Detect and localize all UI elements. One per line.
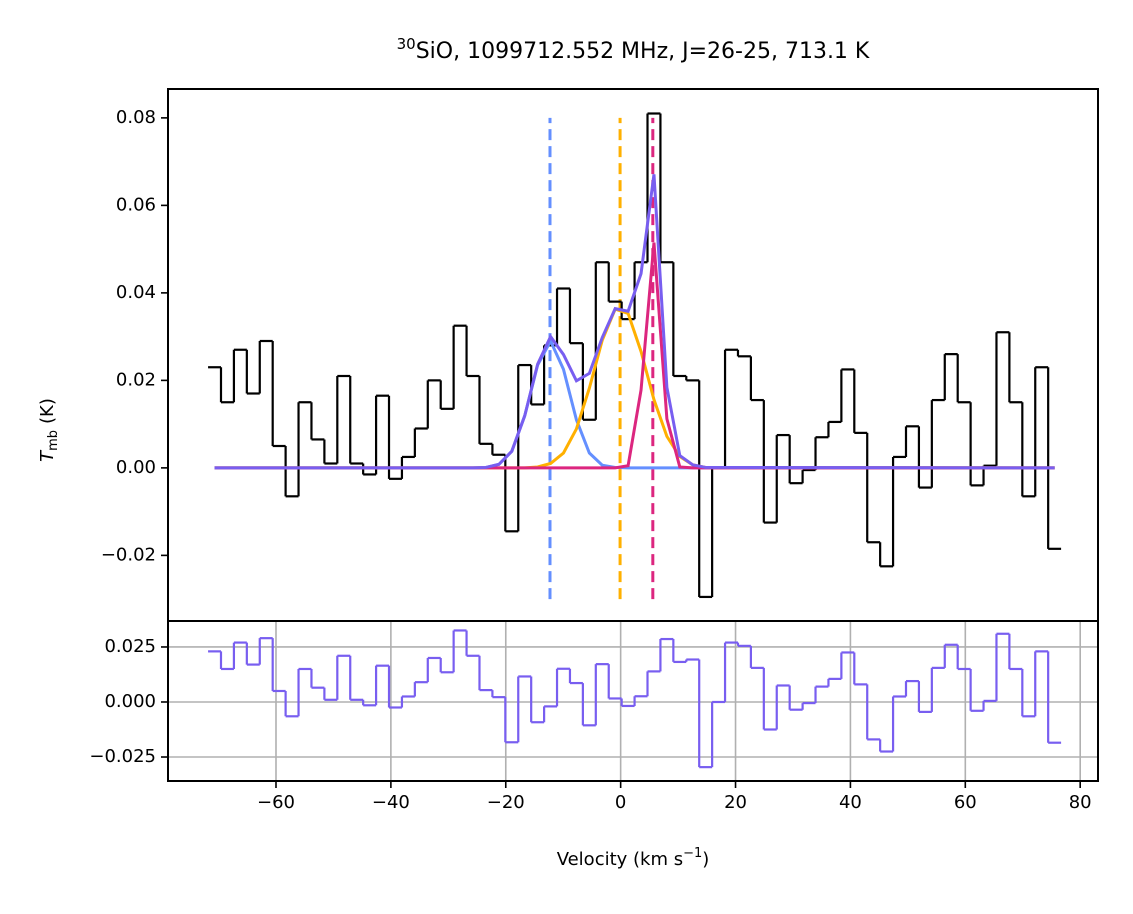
- y-tick-label: 0.08: [116, 107, 156, 128]
- x-tick-label: 40: [839, 792, 862, 813]
- x-tick-label: −20: [487, 792, 525, 813]
- title-superscript: 30: [397, 35, 416, 53]
- model-line: [214, 337, 1055, 470]
- y-axis-label: Tmb (K): [37, 398, 61, 462]
- x-axis-label: Velocity (km s−1): [557, 846, 710, 871]
- y-tick-label: 0.000: [104, 691, 156, 712]
- model-line: [214, 174, 1055, 470]
- y-label-unit: (K): [37, 398, 58, 424]
- y-label-symbol: T: [37, 449, 58, 462]
- x-label-superscript: −1: [683, 846, 702, 861]
- title-text: SiO, 1099712.552 MHz, J=26-25, 713.1 K: [416, 39, 870, 64]
- y-tick-label: −0.025: [89, 746, 156, 767]
- step-connector: [219, 113, 1050, 597]
- y-tick-label: 0.06: [116, 194, 156, 215]
- y-tick-label: −0.02: [101, 544, 156, 565]
- y-tick-label: 0.025: [104, 636, 156, 657]
- x-label-text: Velocity (km s: [557, 849, 683, 870]
- model-line: [214, 242, 1055, 470]
- chart-title: 30SiO, 1099712.552 MHz, J=26-25, 713.1 K: [397, 35, 870, 65]
- model-line: [214, 307, 1055, 470]
- x-tick-label: 0: [615, 792, 626, 813]
- plot-area: [168, 621, 1098, 781]
- x-tick-label: 20: [724, 792, 747, 813]
- y-tick-label: 0.02: [116, 369, 156, 390]
- y-tick-label: 0.00: [116, 457, 156, 478]
- y-tick-label: 0.04: [116, 282, 156, 303]
- y-label-subscript: mb: [46, 430, 61, 451]
- x-label-close: ): [702, 849, 709, 870]
- axes-frame: [167, 620, 1099, 782]
- x-tick-label: −40: [372, 792, 410, 813]
- step-connector: [219, 630, 1050, 768]
- x-tick-label: −60: [257, 792, 295, 813]
- x-tick-label: 60: [954, 792, 977, 813]
- x-tick-label: 80: [1069, 792, 1092, 813]
- plot-area: [208, 112, 1062, 600]
